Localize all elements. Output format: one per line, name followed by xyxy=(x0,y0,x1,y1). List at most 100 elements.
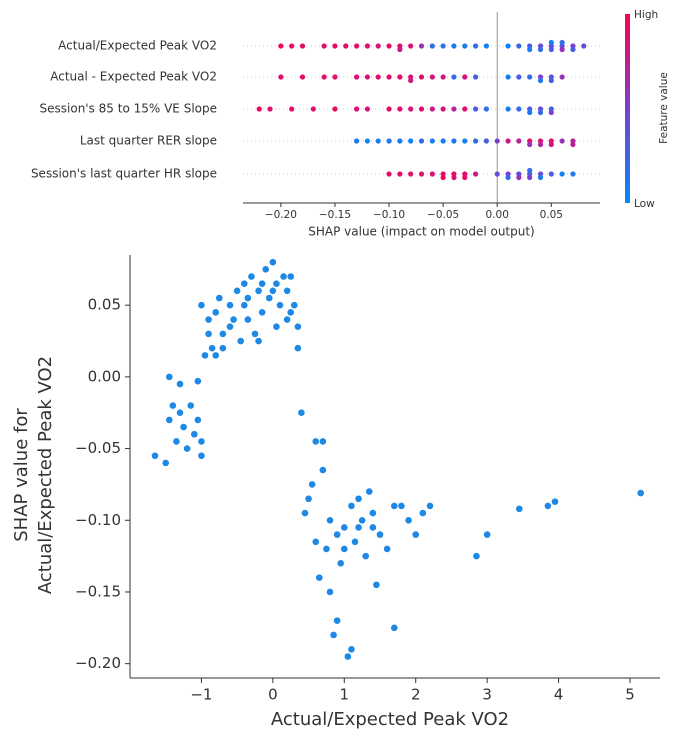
point xyxy=(244,316,252,323)
point xyxy=(326,588,334,596)
point xyxy=(515,505,523,513)
point xyxy=(226,323,234,330)
shap-point xyxy=(375,138,381,144)
point xyxy=(333,531,341,538)
shap-point xyxy=(278,74,284,80)
point xyxy=(255,337,262,345)
point xyxy=(305,495,312,503)
point xyxy=(340,524,348,531)
point xyxy=(369,509,377,517)
shap-point xyxy=(386,74,392,80)
x-axis-label: Actual/Expected Peak VO2 xyxy=(271,709,509,730)
point xyxy=(298,409,305,417)
y-tick-label: −0.05 xyxy=(75,439,121,457)
shap-point xyxy=(527,74,533,80)
point xyxy=(412,531,420,538)
point xyxy=(198,438,205,445)
shap-point xyxy=(559,39,565,46)
shap-point xyxy=(494,171,500,177)
feature-label: Session's 85 to 15% VE Slope xyxy=(40,102,217,116)
x-tick-label: 0 xyxy=(268,686,278,704)
x-tick-label: 4 xyxy=(554,686,564,704)
feature-label: Session's last quarter HR slope xyxy=(31,167,217,181)
shap-point xyxy=(386,43,392,49)
shap-point xyxy=(570,46,576,53)
shap-point xyxy=(429,106,435,112)
point xyxy=(312,438,320,445)
shap-point xyxy=(429,171,435,177)
shap-point xyxy=(483,138,490,144)
feature-label: Last quarter RER slope xyxy=(80,134,217,148)
point xyxy=(273,280,280,287)
point xyxy=(190,430,198,438)
point xyxy=(483,531,491,538)
x-axis-label: SHAP value (impact on model output) xyxy=(308,225,535,239)
point xyxy=(319,438,327,445)
shap-point xyxy=(408,43,414,49)
shap-point xyxy=(375,43,381,49)
shap-point xyxy=(408,106,414,112)
point xyxy=(198,452,205,460)
shap-point xyxy=(527,141,533,148)
shap-point xyxy=(418,171,425,177)
point xyxy=(419,509,427,517)
point xyxy=(398,502,405,510)
shap-point xyxy=(505,174,511,181)
shap-point xyxy=(548,39,554,46)
point xyxy=(358,516,366,524)
shap-point xyxy=(397,106,403,112)
shap-point xyxy=(462,174,468,181)
point xyxy=(287,309,295,316)
point xyxy=(262,266,270,273)
y-axis-label: Actual/Expected Peak VO2 xyxy=(35,356,56,594)
point xyxy=(208,344,216,352)
point xyxy=(390,502,398,510)
point xyxy=(365,488,373,495)
shap-point xyxy=(462,106,468,112)
shap-point xyxy=(559,74,565,80)
y-tick-label: −0.10 xyxy=(75,511,121,529)
x-tick-label: −0.15 xyxy=(319,209,351,221)
shap-point xyxy=(570,141,576,148)
shap-point xyxy=(527,46,533,53)
point xyxy=(473,552,480,560)
point xyxy=(176,380,184,388)
shap-point xyxy=(408,171,414,177)
x-tick-label: −0.05 xyxy=(427,209,459,221)
shap-point xyxy=(559,138,565,144)
shap-point xyxy=(299,43,306,49)
shap-point xyxy=(418,74,425,80)
point xyxy=(201,352,209,359)
point xyxy=(230,316,237,323)
shap-point xyxy=(397,171,403,177)
shap-point xyxy=(429,138,435,144)
point xyxy=(308,481,316,488)
shap-point xyxy=(462,74,468,80)
shap-point xyxy=(386,171,392,177)
point xyxy=(426,502,434,510)
point xyxy=(244,294,252,302)
shap-point xyxy=(516,106,522,112)
colorbar-low: Low xyxy=(634,198,655,210)
shap-point xyxy=(559,171,565,177)
point xyxy=(551,498,559,505)
summary-plot: −0.20 −0.15 −0.10 −0.05 0.00 0.05 SHAP value (… xyxy=(31,9,670,239)
shap-point xyxy=(451,174,457,181)
colorbar xyxy=(625,14,630,203)
point xyxy=(233,287,241,295)
shap-point xyxy=(332,43,338,49)
shap-point xyxy=(386,138,392,144)
shap-point xyxy=(353,138,360,144)
point xyxy=(169,402,177,409)
shap-point xyxy=(440,138,446,144)
shap-point xyxy=(537,109,544,116)
point xyxy=(187,402,195,409)
point xyxy=(637,489,645,497)
shap-point xyxy=(527,109,533,116)
shap-point xyxy=(353,43,360,49)
shap-point xyxy=(386,106,392,112)
point xyxy=(280,273,287,280)
point xyxy=(219,330,227,338)
point xyxy=(544,502,552,510)
shap-point xyxy=(548,77,554,84)
